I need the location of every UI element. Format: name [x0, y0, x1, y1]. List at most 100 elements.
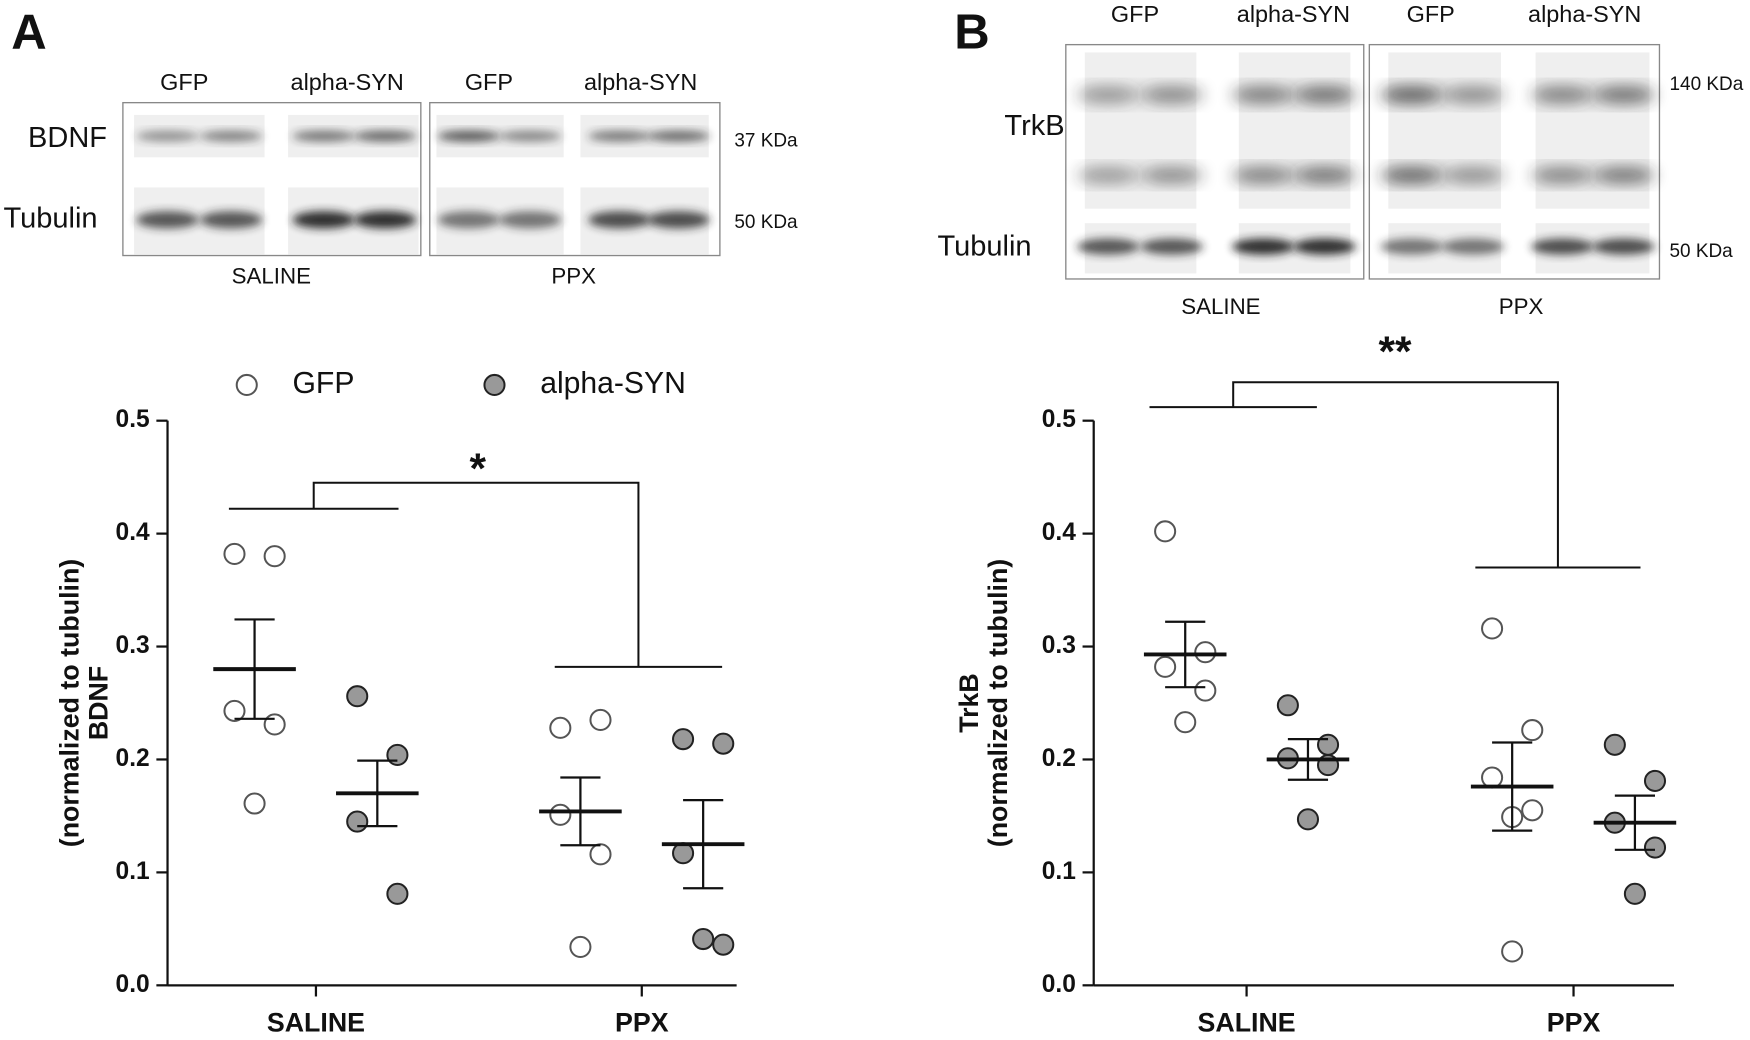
data-point: [1521, 799, 1544, 822]
blot-band: [647, 130, 710, 142]
group-label: SALINE: [1181, 294, 1260, 319]
blot-band: [292, 130, 355, 142]
y-tick-label: 0.1: [116, 858, 150, 885]
blot-band: [1592, 238, 1655, 255]
data-point: [589, 708, 612, 731]
data-point: [223, 699, 246, 722]
panel-label: B: [954, 6, 989, 60]
lane-label: GFP: [465, 69, 513, 95]
x-tick-label: PPX: [1547, 1007, 1601, 1037]
blot-background: [1084, 52, 1197, 209]
blot-band: [1441, 167, 1505, 184]
y-tick-label: 0.4: [116, 519, 150, 546]
y-axis-label: (normalized to tubulin): [55, 559, 85, 847]
data-point: [1603, 733, 1626, 756]
data-point: [1154, 655, 1177, 678]
blot-band: [353, 211, 417, 229]
blot-band: [1531, 86, 1594, 104]
blot-band: [1380, 238, 1443, 255]
data-point: [1194, 679, 1217, 702]
blot-band: [1140, 86, 1204, 104]
blot-background: [1238, 52, 1351, 209]
data-point: [1643, 836, 1667, 859]
legend-marker: [483, 373, 506, 397]
blot-band: [1531, 167, 1594, 184]
data-point: [1316, 733, 1340, 756]
blot-band: [1380, 167, 1443, 184]
group-label: PPX: [551, 264, 596, 289]
blot-band: [136, 130, 199, 142]
row-label: Tubulin: [3, 202, 97, 234]
x-tick-label: SALINE: [1198, 1007, 1296, 1037]
x-tick-label: PPX: [615, 1007, 669, 1037]
blot-band: [588, 211, 651, 229]
data-point: [263, 545, 286, 568]
significance-label: **: [1379, 328, 1412, 375]
data-point: [1623, 882, 1646, 905]
blot-band: [1076, 167, 1140, 184]
data-point: [1643, 769, 1667, 792]
lane-label: GFP: [160, 69, 208, 95]
data-point: [1296, 808, 1320, 831]
blot-band: [498, 211, 562, 229]
data-point: [1174, 711, 1197, 734]
panel: B GFP alpha-SYN GFP alpha-SYN TrkB Tubulin 140 …: [937, 1, 1743, 1038]
blot-band: [437, 211, 501, 229]
y-axis-label: TrkB: [954, 673, 984, 733]
blot-band: [1232, 238, 1295, 255]
y-tick-label: 0.4: [1042, 519, 1076, 546]
data-point: [386, 882, 409, 905]
data-point: [1194, 641, 1217, 664]
size-label: 50 KDa: [1670, 241, 1734, 262]
blot-band: [1140, 167, 1204, 184]
data-point: [1481, 617, 1504, 640]
data-point: [386, 743, 409, 766]
y-tick-label: 0.3: [1042, 632, 1076, 659]
y-tick-label: 0.0: [116, 971, 150, 998]
blot-band: [353, 130, 417, 142]
lane-label: alpha-SYN: [1237, 1, 1350, 27]
x-tick-label: SALINE: [267, 1007, 365, 1037]
y-tick-label: 0.2: [116, 745, 150, 772]
y-tick-label: 0.0: [1042, 971, 1076, 998]
data-point: [549, 803, 572, 826]
significance-label: *: [469, 445, 486, 492]
blot-band: [199, 211, 263, 229]
significance-bracket: [1149, 381, 1641, 569]
y-tick-label: 0.1: [1042, 858, 1076, 885]
data-point: [1154, 520, 1177, 543]
blot-band: [1441, 86, 1505, 104]
blot-band: [1531, 238, 1594, 255]
row-label: BDNF: [28, 122, 107, 154]
data-point: [589, 843, 612, 866]
y-tick-label: 0.2: [1042, 745, 1076, 772]
legend-marker: [235, 373, 258, 397]
blot-band: [647, 211, 710, 229]
blot-band: [437, 130, 501, 142]
blot-background: [1535, 52, 1650, 209]
blot-band: [1380, 86, 1443, 104]
size-label: 37 KDa: [734, 131, 798, 152]
data-point: [672, 728, 695, 751]
significance-bracket: [228, 481, 723, 668]
blot-band: [588, 130, 651, 142]
data-point: [1276, 694, 1299, 717]
data-point: [569, 935, 592, 958]
row-label: Tubulin: [937, 230, 1031, 262]
group-label: SALINE: [232, 264, 311, 289]
panel-label: A: [11, 6, 46, 60]
blot-band: [1232, 167, 1295, 184]
blot-band: [1293, 167, 1356, 184]
data-point: [692, 927, 715, 951]
lane-label: GFP: [1111, 1, 1159, 27]
y-tick-label: 0.5: [1042, 406, 1076, 433]
y-tick-label: 0.3: [116, 632, 150, 659]
blot-band: [1293, 238, 1356, 255]
lane-label: alpha-SYN: [1528, 1, 1641, 27]
panel: A GFP alpha-SYN GFP alpha-SYN BDNF Tubulin 37 K…: [3, 6, 798, 1038]
blot-band: [136, 211, 199, 229]
size-label: 140 KDa: [1670, 74, 1744, 95]
blot-band: [1140, 238, 1204, 255]
blot-band: [1441, 238, 1505, 255]
